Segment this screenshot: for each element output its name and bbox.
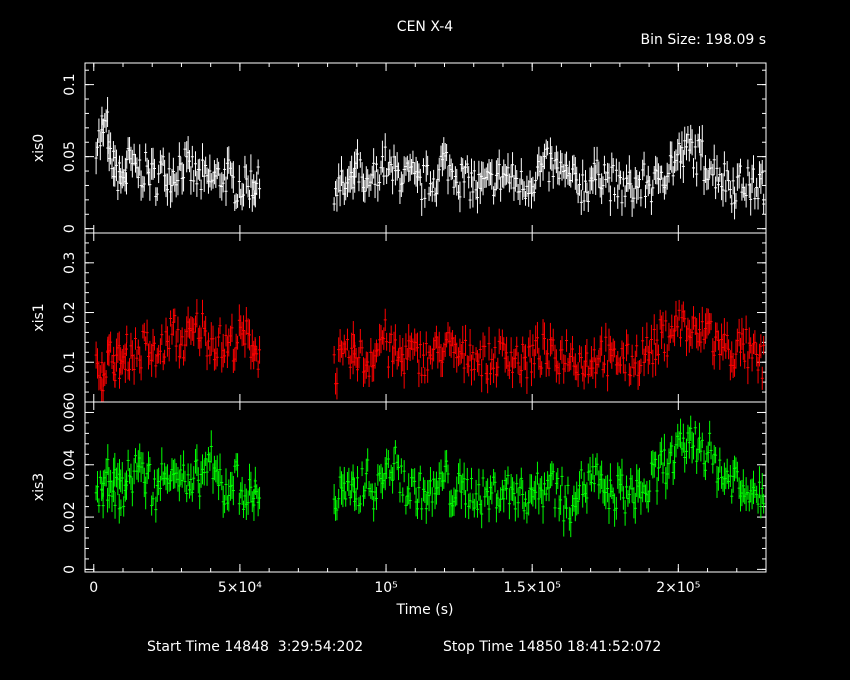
panel-xis0: 0 0.05 0.1 xis0 — [31, 62, 767, 234]
xis1-y-tick-label: 0.1 — [62, 351, 78, 373]
panels: 0 0.05 0.1 xis0 0.1 0.2 0.3 xis1 0 0.02 0.04 0.060 x… — [31, 62, 767, 574]
x-tick-label: 0 — [89, 580, 98, 596]
xis0-y-tick-label: 0.1 — [62, 73, 78, 95]
chart-title: CEN X-4 — [397, 19, 453, 35]
panel-xis3: 0 0.02 0.04 0.060 xis3 — [31, 392, 767, 574]
x-tick-label: 2×10⁵ — [656, 580, 700, 596]
xis1-axis-label: xis1 — [31, 303, 47, 331]
x-axis-label: Time (s) — [396, 602, 454, 618]
panel-xis1: 0.1 0.2 0.3 xis1 — [31, 232, 767, 403]
bin-size-label: Bin Size: 198.09 s — [641, 32, 766, 48]
xis1-data — [94, 299, 766, 402]
start-time-label: Start Time 14848 3:29:54:202 — [147, 639, 363, 655]
stop-time-label: Stop Time 14850 18:41:52:072 — [443, 639, 661, 655]
xis0-y-tick-label: 0 — [62, 224, 78, 233]
xis3-axis-label: xis3 — [31, 473, 47, 501]
x-tick-label: 10⁵ — [374, 580, 397, 596]
xis1-y-tick-label: 0.3 — [62, 252, 78, 274]
xis3-y-tick-label: 0 — [62, 565, 78, 574]
xis3-frame — [84, 401, 767, 573]
xis3-data — [94, 415, 766, 538]
x-tick-label: 5×10⁴ — [218, 580, 262, 596]
xis0-y-tick-label: 0.05 — [62, 141, 78, 172]
xis3-y-tick-label: 0.04 — [62, 449, 78, 480]
x-tick-label: 1.5×10⁵ — [503, 580, 560, 596]
xis0-axis-label: xis0 — [31, 134, 47, 162]
xis3-y-tick-label: 0.02 — [62, 501, 78, 532]
xis3-y-tick-label: 0.060 — [62, 392, 78, 432]
x-axis: 0 5×10⁴ 10⁵ 1.5×10⁵ 2×10⁵ — [89, 63, 767, 596]
xis1-y-tick-label: 0.2 — [62, 301, 78, 323]
xis0-data — [94, 96, 766, 220]
